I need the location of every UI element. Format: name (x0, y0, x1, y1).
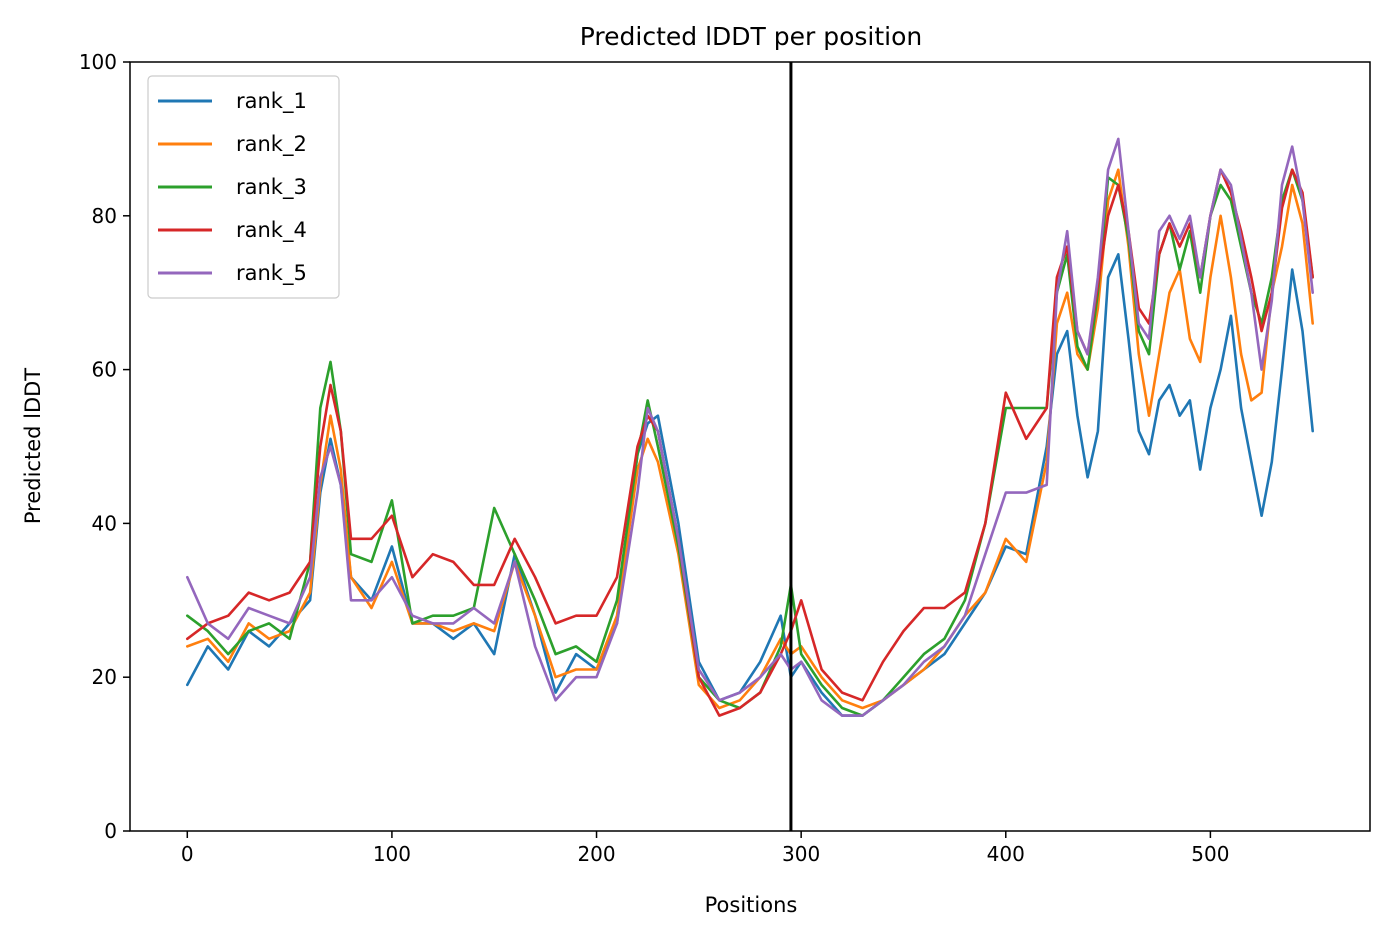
x-tick-label: 200 (577, 842, 615, 866)
legend-entry-rank-1: rank_1 (158, 89, 307, 114)
series-group (186, 137, 1314, 717)
x-axis-label: Positions (705, 893, 798, 917)
x-tick-label: 500 (1191, 842, 1229, 866)
legend-entry-rank-3: rank_3 (158, 175, 307, 200)
x-tick-label: 400 (987, 842, 1025, 866)
series-line-rank-3 (186, 168, 1314, 717)
legend-label: rank_3 (236, 175, 307, 200)
x-axis: 0 100 200 300 400 500 (181, 831, 1229, 866)
legend-label: rank_4 (236, 218, 307, 243)
y-tick-label: 40 (92, 511, 117, 535)
legend-entry-rank-5: rank_5 (158, 261, 307, 286)
series-line-rank-2 (186, 168, 1314, 710)
legend-entry-rank-2: rank_2 (158, 132, 307, 157)
y-tick-label: 80 (92, 204, 117, 228)
series-line-rank-5 (186, 137, 1314, 717)
y-tick-label: 20 (92, 665, 117, 689)
legend-label: rank_1 (236, 89, 307, 114)
y-tick-label: 60 (92, 358, 117, 382)
legend-label: rank_2 (236, 132, 307, 157)
y-axis-label: Predicted lDDT (21, 368, 45, 524)
x-tick-label: 0 (181, 842, 194, 866)
y-tick-label: 0 (104, 819, 117, 843)
plot-frame (129, 61, 1371, 832)
legend: rank_1 rank_2 rank_3 rank_4 rank_5 (147, 75, 340, 299)
y-tick-label: 100 (79, 50, 117, 74)
x-tick-label: 100 (373, 842, 411, 866)
chart-title: Predicted lDDT per position (580, 22, 922, 51)
legend-entry-rank-4: rank_4 (158, 218, 307, 243)
legend-box (147, 75, 340, 299)
x-tick-label: 300 (782, 842, 820, 866)
legend-entries: rank_1 rank_2 rank_3 rank_4 rank_5 (158, 89, 307, 286)
y-axis: 0 20 40 60 80 100 (79, 50, 130, 843)
legend-label: rank_5 (236, 261, 307, 286)
